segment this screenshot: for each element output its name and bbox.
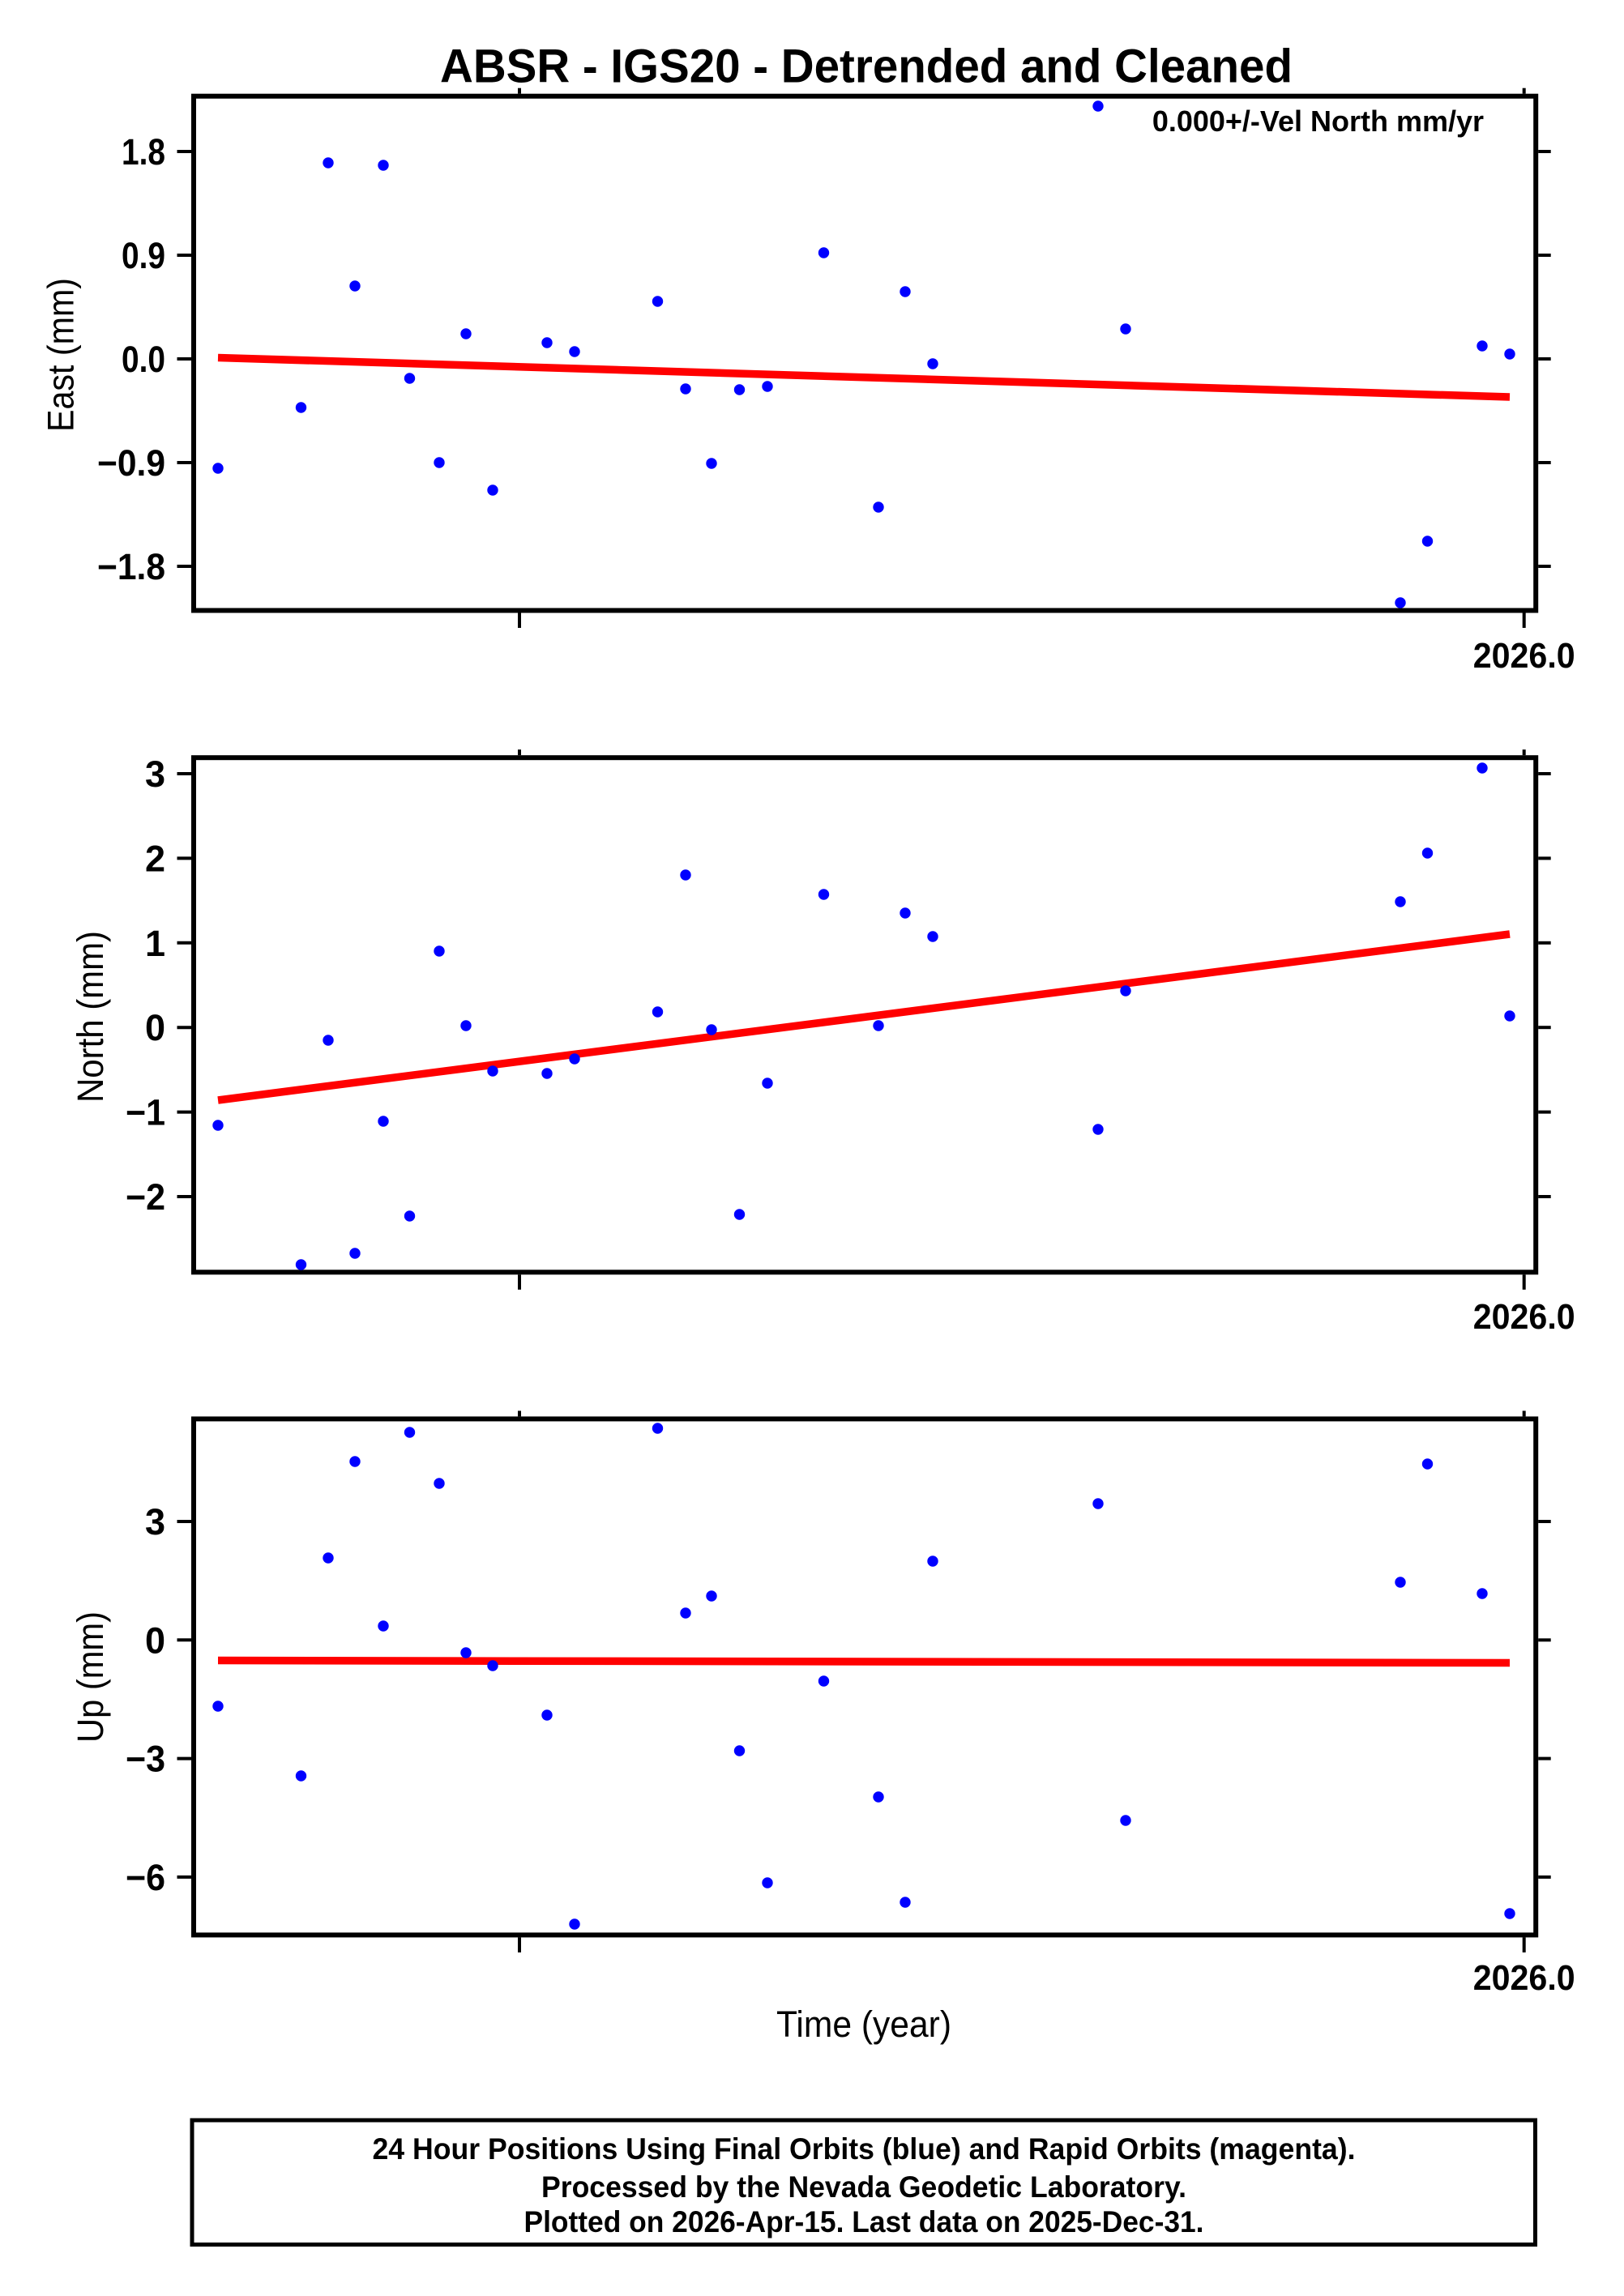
svg-text:3: 3 (145, 753, 165, 795)
svg-text:−1.8: −1.8 (97, 546, 165, 587)
svg-text:Up (mm): Up (mm) (70, 1611, 111, 1743)
svg-text:0: 0 (145, 1620, 165, 1661)
svg-text:0.0: 0.0 (122, 339, 165, 380)
svg-text:Processed by the Nevada Geodet: Processed by the Nevada Geodetic Laborat… (541, 2170, 1186, 2204)
svg-text:0: 0 (145, 1007, 165, 1048)
svg-text:2026.0: 2026.0 (1473, 1297, 1575, 1337)
svg-text:East (mm): East (mm) (41, 278, 82, 432)
svg-text:0.000+/-Vel North mm/yr: 0.000+/-Vel North mm/yr (1152, 105, 1484, 138)
svg-text:−2: −2 (126, 1176, 165, 1218)
svg-text:Time (year): Time (year) (776, 2004, 951, 2045)
svg-text:−1: −1 (126, 1092, 165, 1133)
svg-text:−0.9: −0.9 (97, 442, 165, 484)
svg-text:−6: −6 (126, 1857, 165, 1898)
svg-text:2: 2 (145, 838, 165, 879)
svg-text:24 Hour Positions Using Final: 24 Hour Positions Using Final Orbits (bl… (373, 2132, 1356, 2166)
svg-text:2026.0: 2026.0 (1473, 1958, 1575, 1998)
svg-text:−3: −3 (126, 1739, 165, 1780)
svg-text:1.8: 1.8 (122, 131, 165, 173)
svg-text:2026.0: 2026.0 (1473, 636, 1575, 676)
svg-text:North (mm): North (mm) (70, 931, 111, 1103)
svg-text:Plotted on 2026-Apr-15. Last d: Plotted on 2026-Apr-15. Last data on 202… (524, 2205, 1204, 2238)
svg-text:0.9: 0.9 (122, 235, 165, 276)
svg-text:3: 3 (145, 1501, 165, 1543)
svg-text:ABSR - IGS20 - Detrended and C: ABSR - IGS20 - Detrended and Cleaned (440, 41, 1293, 93)
svg-text:1: 1 (145, 923, 165, 964)
